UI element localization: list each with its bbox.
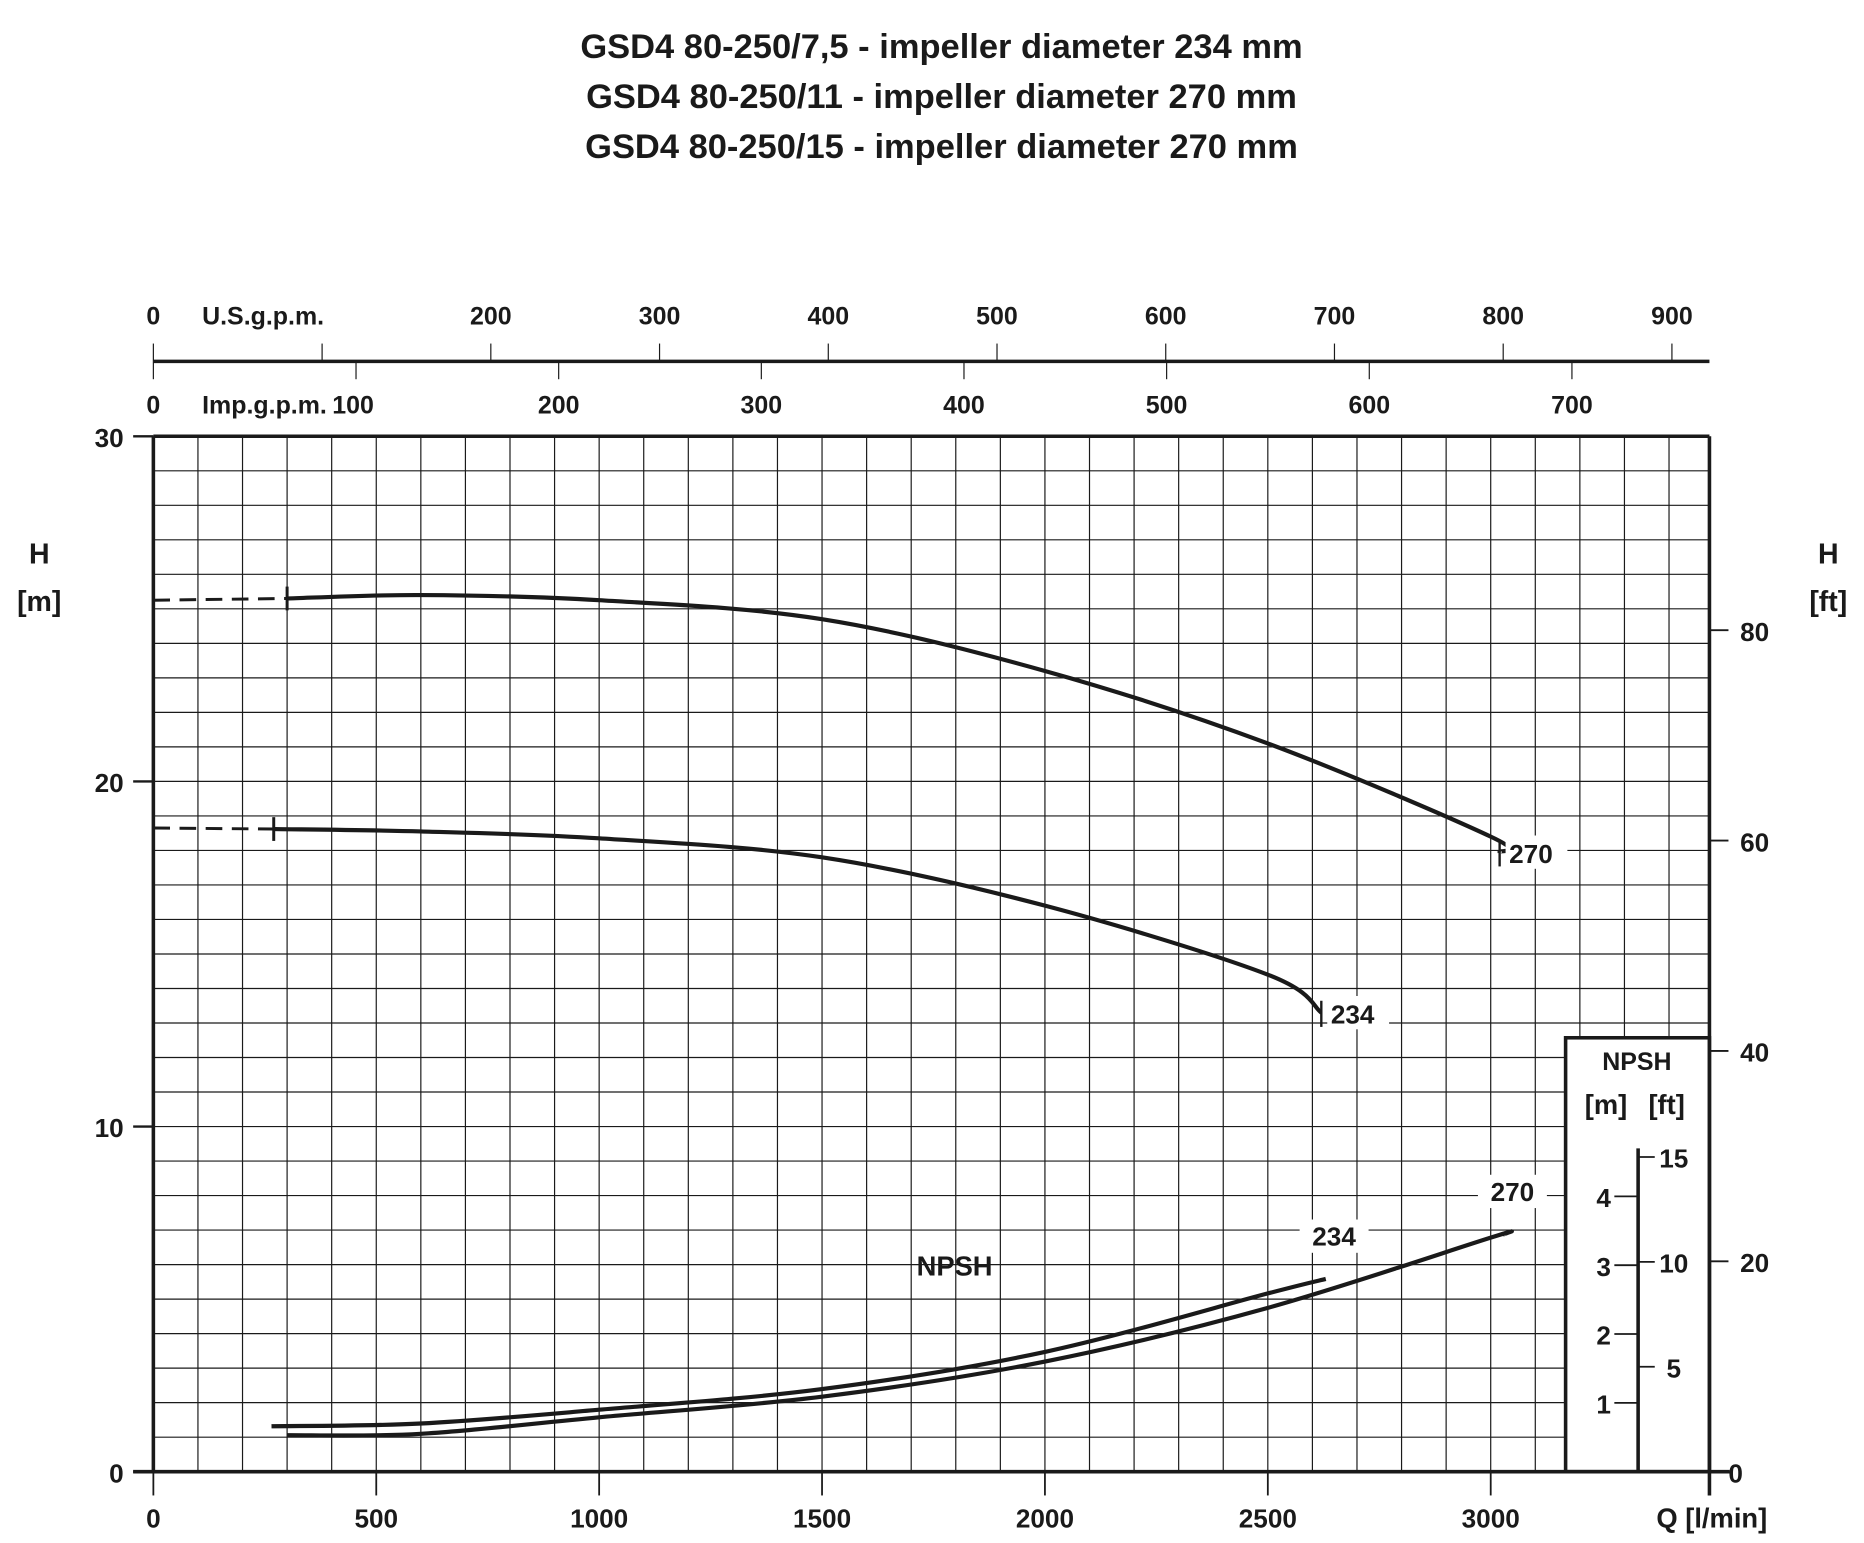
usgpm-tick-label: 800: [1482, 303, 1524, 331]
impgpm-tick-label: 500: [1146, 392, 1188, 420]
npsh-panel-title: NPSH [m] [ft]: [1585, 1048, 1685, 1120]
x-tick-label: 2500: [1239, 1504, 1297, 1534]
x-tick-label: 3000: [1462, 1504, 1520, 1534]
right-axis-label: H [ft]: [1809, 538, 1847, 618]
npsh-m-tick-label: 2: [1596, 1321, 1611, 1351]
npsh-panel-unit-ft: [ft]: [1648, 1089, 1684, 1120]
npsh-curve-label: NPSH: [917, 1251, 993, 1282]
y-tick-label: 30: [95, 423, 124, 453]
impgpm-tick-label: 600: [1348, 392, 1390, 420]
usgpm-axis-label: U.S.g.p.m.: [202, 303, 324, 331]
head-curve-dashed-270: [153, 596, 288, 602]
label-background: [1505, 835, 1568, 869]
impgpm-tick-label: 0: [146, 392, 160, 420]
impgpm-tick-label: 200: [538, 392, 580, 420]
ft-tick-label: 0: [1728, 1458, 1743, 1488]
ylabel-left-h: H: [29, 538, 50, 570]
x-tick-label: 1500: [793, 1504, 851, 1534]
head-curve-270: [287, 592, 1512, 855]
npsh-panel-unit-m: [m]: [1585, 1089, 1628, 1120]
usgpm-tick-label: 500: [976, 303, 1018, 331]
npsh-ft-tick-label: 15: [1659, 1144, 1688, 1174]
head-curve-234: [273, 826, 1323, 1015]
npsh-ft-tick-label: 10: [1659, 1249, 1688, 1279]
impgpm-tick-label: 300: [741, 392, 783, 420]
ylabel-right-unit: [ft]: [1809, 586, 1847, 618]
chart-title: GSD4 80-250/7,5 - impeller diameter 234 …: [580, 28, 1302, 166]
y-tick-label: 10: [95, 1113, 124, 1143]
label-background: [1327, 996, 1390, 1030]
title-line-2: GSD4 80-250/11 - impeller diameter 270 m…: [586, 78, 1297, 116]
x-axis-label: Q [l/min]: [1656, 1503, 1767, 1534]
x-tick-label: 2000: [1016, 1504, 1074, 1534]
npsh-curve-label-270: 270: [1491, 1177, 1535, 1207]
impgpm-tick-label: 400: [943, 392, 985, 420]
impgpm-tick-label: 100: [332, 392, 374, 420]
npsh-curve-234: [271, 1276, 1327, 1429]
usgpm-tick-label: 0: [146, 303, 160, 331]
head-curve-dashed-234: [153, 826, 274, 831]
title-line-3: GSD4 80-250/15 - impeller diameter 270 m…: [585, 128, 1298, 166]
usgpm-tick-label: 300: [639, 303, 681, 331]
usgpm-tick-label: 400: [807, 303, 849, 331]
x-tick-label: 0: [146, 1504, 161, 1534]
y-tick-label: 0: [109, 1458, 124, 1488]
x-tick-label: 500: [354, 1504, 398, 1534]
y-tick-label: 20: [95, 768, 124, 798]
ft-tick-label: 60: [1740, 827, 1769, 857]
label-background: [1477, 1174, 1547, 1209]
head-curve-label-270: 270: [1509, 839, 1553, 869]
impgpm-tick-label: 700: [1551, 392, 1593, 420]
npsh-curve-270: [287, 1229, 1514, 1438]
npsh-panel-heading: NPSH: [1602, 1048, 1671, 1076]
ft-tick-label: 80: [1740, 617, 1769, 647]
ft-tick-label: 20: [1740, 1248, 1769, 1278]
npsh-m-tick-label: 4: [1596, 1183, 1611, 1213]
ylabel-right-h: H: [1818, 538, 1839, 570]
usgpm-tick-label: 200: [470, 303, 512, 331]
x-tick-label: 1000: [570, 1504, 628, 1534]
npsh-ft-tick-label: 5: [1667, 1353, 1682, 1383]
head-curve-label-234: 234: [1331, 999, 1375, 1029]
npsh-m-tick-label: 1: [1596, 1390, 1611, 1420]
ylabel-left-unit: [m]: [17, 586, 61, 618]
usgpm-tick-label: 600: [1145, 303, 1187, 331]
npsh-m-tick-label: 3: [1596, 1252, 1611, 1282]
impgpm-axis-label: Imp.g.p.m.: [202, 392, 327, 420]
title-line-1: GSD4 80-250/7,5 - impeller diameter 234 …: [580, 28, 1302, 66]
npsh-curve-label-234: 234: [1312, 1222, 1356, 1252]
left-axis-label: H [m]: [17, 538, 61, 618]
usgpm-tick-label: 900: [1651, 303, 1693, 331]
label-background: [1299, 1219, 1369, 1253]
ft-tick-label: 40: [1740, 1038, 1769, 1068]
usgpm-tick-label: 700: [1314, 303, 1356, 331]
